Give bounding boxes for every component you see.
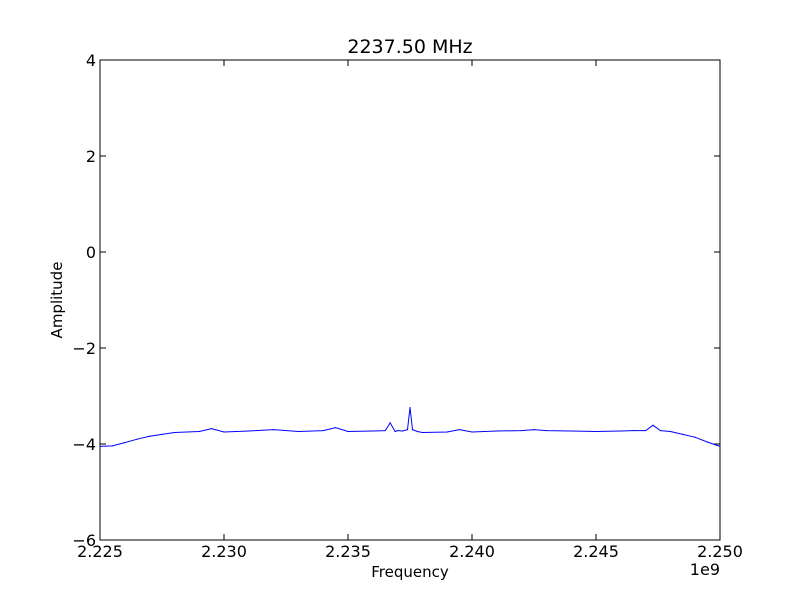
data-point [694,436,696,438]
data-point [161,433,163,435]
x-axis-label: Frequency [371,563,449,581]
y-tick-label: 2 [86,147,96,166]
data-point [411,429,414,431]
data-point [223,431,225,433]
data-point [533,429,535,431]
data-point [397,429,399,432]
data-point [248,430,250,432]
data-point [211,428,213,430]
data-point [99,445,101,447]
data-point [111,445,113,447]
data-point [545,429,548,432]
series-group [99,406,721,447]
data-point [496,430,498,432]
data-point [136,438,138,440]
data-point [659,429,662,432]
data-point [297,430,299,433]
data-point [394,430,396,433]
data-point [198,430,200,433]
data-point [570,430,572,432]
data-point [707,441,709,443]
data-point [406,429,409,431]
x-tick-label: 2.250 [697,542,743,561]
data-point [401,430,404,432]
x-tick-label: 2.245 [573,542,619,561]
y-tick-label: 4 [86,51,96,70]
data-point [149,435,151,437]
data-point [389,422,391,424]
y-axis-label: Amplitude [48,262,66,339]
data-point [372,430,374,432]
x-tick-label: 2.240 [449,542,495,561]
data-point [719,445,721,447]
y-tick-label: −6 [72,531,96,550]
data-point [521,429,523,432]
data-point [273,429,275,431]
axis-ticks: 2.225 2.230 2.235 2.240 2.245 2.250 −6 −4 −2 0 2 4 [72,51,743,561]
data-point [124,441,126,444]
x-tick-label: 2.230 [201,542,247,561]
data-point [335,427,337,429]
chart-title: 2237.50 MHz [347,36,472,58]
data-point [446,431,448,433]
data-point [459,429,461,431]
data-point [652,424,654,426]
data-point [416,430,419,433]
x-tick-label: 2.225 [77,542,123,561]
plot-area [99,59,721,541]
x-offset-label: 1e9 [690,560,720,579]
data-point [620,430,622,432]
data-point [645,429,647,432]
data-point [409,406,411,409]
x-tick-label: 2.235 [325,542,371,561]
y-tick-label: −2 [72,339,96,358]
series-line [99,407,721,447]
data-point [347,430,349,433]
data-point [669,430,672,433]
data-point [595,430,597,433]
data-point [173,431,175,434]
y-tick-label: −4 [72,435,96,454]
data-point [421,431,423,434]
data-point [322,429,324,432]
data-point [632,429,634,432]
data-point [682,433,684,435]
data-point [471,431,473,433]
data-point [384,429,386,432]
y-tick-label: 0 [86,243,96,262]
